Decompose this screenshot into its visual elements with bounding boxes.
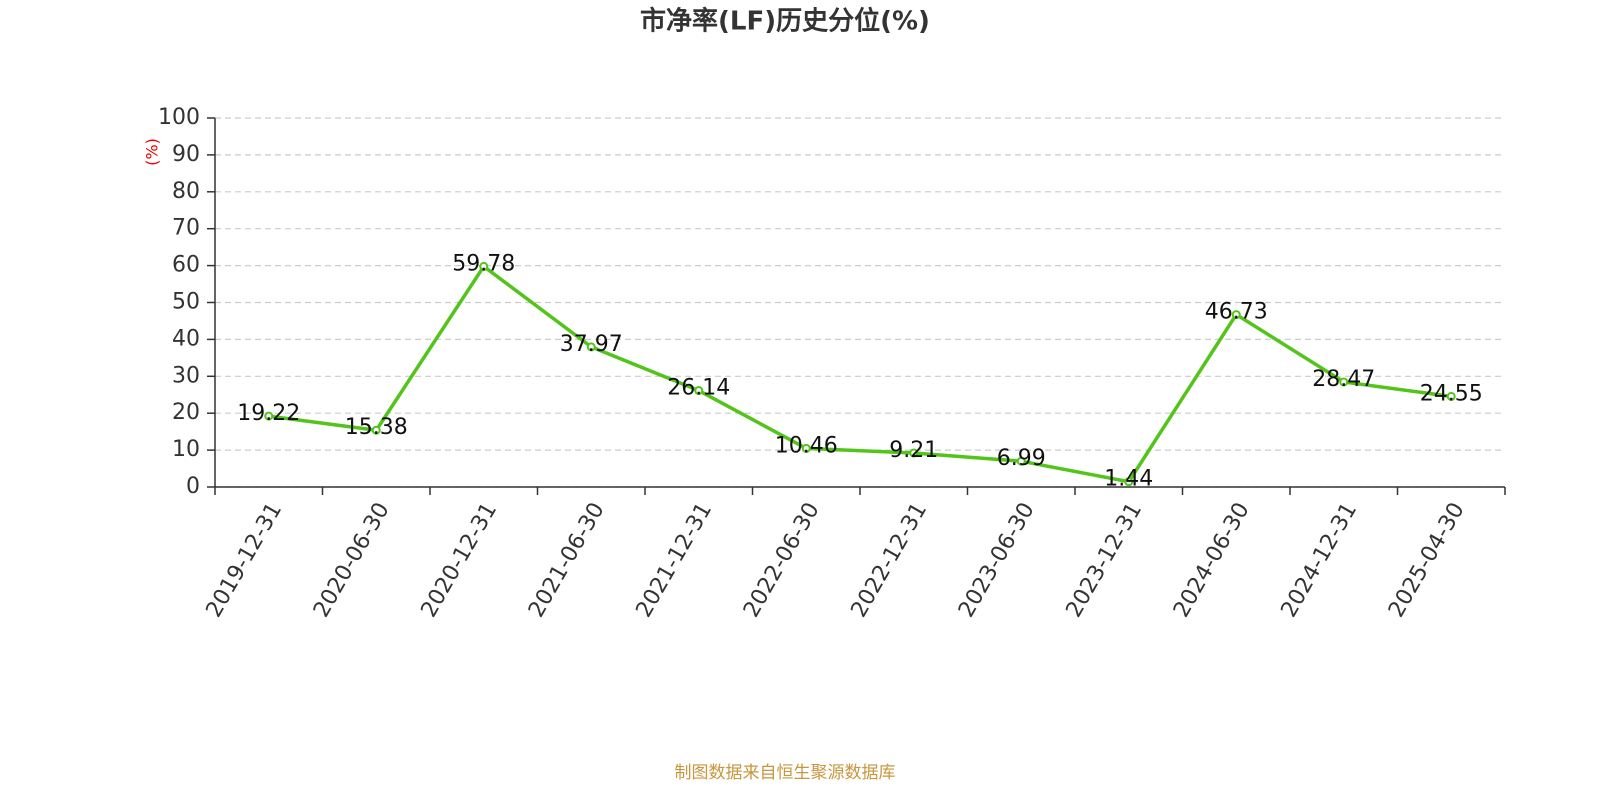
x-tick-label: 2022-06-30 xyxy=(739,499,825,622)
data-point xyxy=(1231,310,1241,320)
data-point xyxy=(1446,391,1456,401)
data-point xyxy=(371,425,381,435)
data-label: 26.14 xyxy=(667,376,730,401)
data-label: 1.44 xyxy=(1104,467,1153,492)
data-point xyxy=(586,342,596,352)
y-tick-label: 40 xyxy=(172,326,200,351)
y-tick-label: 90 xyxy=(172,142,200,167)
source-note: 制图数据来自恒生聚源数据库 xyxy=(675,763,896,783)
chart-title: 市净率(LF)历史分位(%) xyxy=(640,6,930,37)
y-tick-label: 60 xyxy=(172,253,200,278)
x-tick-label: 2019-12-31 xyxy=(202,499,288,622)
x-tick-label: 2021-12-31 xyxy=(632,499,718,622)
x-tick-label: 2022-12-31 xyxy=(847,499,933,622)
data-label: 59.78 xyxy=(452,251,515,276)
data-line xyxy=(268,263,1452,484)
data-point xyxy=(694,386,704,396)
data-label: 46.73 xyxy=(1205,300,1268,325)
data-label: 37.97 xyxy=(560,332,623,357)
data-label: 19.22 xyxy=(237,401,300,426)
data-point xyxy=(1124,477,1134,487)
data-label: 28.47 xyxy=(1312,367,1375,392)
data-label: 9.21 xyxy=(889,438,938,463)
data-point xyxy=(909,448,919,458)
x-tick-label: 2024-06-30 xyxy=(1169,499,1255,622)
x-tick-label: 2023-12-31 xyxy=(1062,499,1148,622)
y-tick-label: 10 xyxy=(172,437,200,462)
data-label: 15.38 xyxy=(345,415,408,440)
y-tick-label: 70 xyxy=(172,216,200,241)
x-tick-label: 2024-12-31 xyxy=(1277,499,1363,622)
x-tick-label: 2020-12-31 xyxy=(417,499,503,622)
x-tick-label: 2023-06-30 xyxy=(954,499,1040,622)
y-tick-label: 0 xyxy=(186,474,200,499)
y-tick-label: 30 xyxy=(172,363,200,388)
x-tick-label: 2025-04-30 xyxy=(1384,499,1470,622)
data-label: 24.55 xyxy=(1420,381,1483,406)
y-tick-label: 100 xyxy=(158,105,200,130)
y-tick-label: 80 xyxy=(172,179,200,204)
data-point xyxy=(801,443,811,453)
y-tick-label: 20 xyxy=(172,400,200,425)
data-label: 6.99 xyxy=(997,446,1046,471)
data-point xyxy=(1339,377,1349,387)
data-point xyxy=(264,411,274,421)
y-tick-label: 50 xyxy=(172,290,200,315)
x-tick-label: 2021-06-30 xyxy=(524,499,610,622)
x-tick-label: 2020-06-30 xyxy=(309,499,395,622)
data-point xyxy=(1016,456,1026,466)
data-point xyxy=(479,261,489,271)
data-label: 10.46 xyxy=(775,433,838,458)
y-axis-label: (%) xyxy=(143,138,162,166)
